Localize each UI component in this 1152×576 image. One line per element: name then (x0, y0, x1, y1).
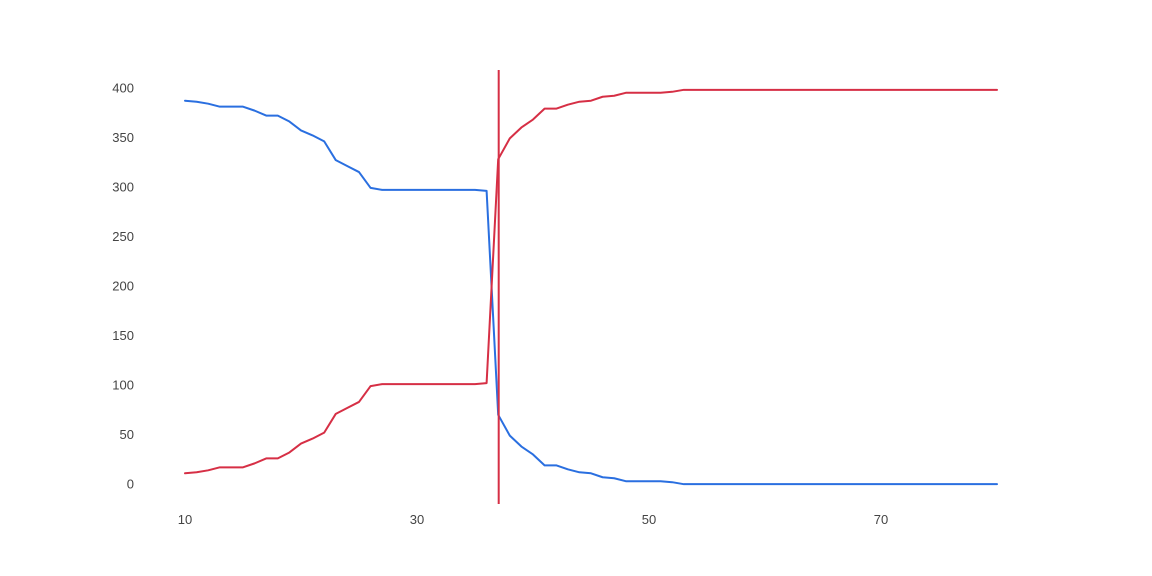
y-tick-label: 250 (112, 229, 134, 244)
y-tick-label: 350 (112, 130, 134, 145)
x-axis-ticks: 10 30 50 70 (178, 512, 888, 527)
y-tick-label: 400 (112, 80, 134, 95)
y-tick-label: 0 (127, 477, 134, 492)
series-line-2 (184, 88, 998, 475)
y-tick-label: 100 (112, 378, 134, 393)
y-tick-label: 150 (112, 328, 134, 343)
y-axis-ticks: 0 50 100 150 200 250 300 350 400 (112, 80, 134, 491)
y-tick-label: 300 (112, 179, 134, 194)
series-line-1 (184, 99, 998, 486)
x-tick-label: 70 (874, 512, 888, 527)
x-tick-label: 10 (178, 512, 192, 527)
y-tick-label: 200 (112, 279, 134, 294)
y-tick-label: 50 (120, 427, 134, 442)
x-tick-label: 30 (410, 512, 424, 527)
series-lines (184, 88, 998, 486)
x-tick-label: 50 (642, 512, 656, 527)
